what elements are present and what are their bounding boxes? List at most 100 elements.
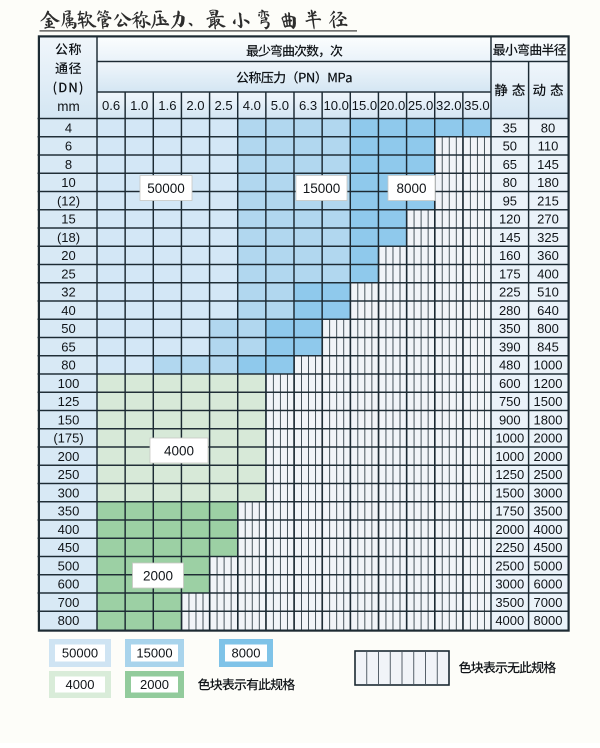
svg-text:(12): (12) <box>57 193 80 208</box>
svg-text:325: 325 <box>537 230 559 245</box>
svg-text:(175): (175) <box>53 431 83 446</box>
svg-text:(18): (18) <box>57 230 80 245</box>
svg-text:125: 125 <box>58 394 80 409</box>
svg-text:1750: 1750 <box>495 504 524 519</box>
svg-text:20: 20 <box>61 248 75 263</box>
svg-text:640: 640 <box>537 303 559 318</box>
svg-text:15000: 15000 <box>136 646 172 661</box>
svg-text:2500: 2500 <box>495 558 524 573</box>
svg-text:600: 600 <box>499 376 521 391</box>
svg-text:0.6: 0.6 <box>102 98 120 113</box>
svg-text:15.0: 15.0 <box>352 98 377 113</box>
svg-text:250: 250 <box>58 467 80 482</box>
svg-text:4000: 4000 <box>534 522 563 537</box>
svg-text:4.0: 4.0 <box>243 98 261 113</box>
svg-text:35.0: 35.0 <box>464 98 489 113</box>
svg-text:510: 510 <box>537 285 559 300</box>
svg-text:360: 360 <box>537 248 559 263</box>
svg-text:65: 65 <box>61 339 75 354</box>
svg-text:4000: 4000 <box>164 443 194 458</box>
svg-text:15000: 15000 <box>303 181 341 196</box>
svg-text:350: 350 <box>499 321 521 336</box>
svg-text:2000: 2000 <box>143 568 173 583</box>
svg-text:2000: 2000 <box>140 677 169 692</box>
svg-text:50: 50 <box>61 321 75 336</box>
svg-text:4500: 4500 <box>534 540 563 555</box>
svg-text:2000: 2000 <box>495 522 524 537</box>
svg-text:7000: 7000 <box>534 595 563 610</box>
svg-text:110: 110 <box>538 139 559 154</box>
svg-text:10: 10 <box>61 175 75 190</box>
svg-text:50000: 50000 <box>147 181 185 196</box>
svg-text:280: 280 <box>499 303 521 318</box>
svg-text:25: 25 <box>61 266 75 281</box>
svg-text:4: 4 <box>65 120 72 135</box>
svg-text:145: 145 <box>537 157 559 172</box>
svg-text:2000: 2000 <box>534 431 563 446</box>
svg-text:2250: 2250 <box>495 540 524 555</box>
svg-text:1500: 1500 <box>534 394 563 409</box>
svg-text:95: 95 <box>503 193 517 208</box>
svg-text:180: 180 <box>537 175 559 190</box>
svg-text:600: 600 <box>58 577 80 592</box>
svg-text:10.0: 10.0 <box>323 98 348 113</box>
svg-text:6.3: 6.3 <box>299 98 317 113</box>
svg-text:150: 150 <box>58 412 80 427</box>
svg-text:32: 32 <box>61 285 75 300</box>
svg-text:480: 480 <box>499 358 521 373</box>
svg-text:100: 100 <box>58 376 80 391</box>
svg-text:8: 8 <box>65 157 72 172</box>
svg-text:80: 80 <box>541 120 555 135</box>
svg-text:40: 40 <box>61 303 75 318</box>
svg-text:5.0: 5.0 <box>271 98 289 113</box>
svg-text:3500: 3500 <box>495 595 524 610</box>
svg-text:350: 350 <box>58 504 80 519</box>
svg-text:6: 6 <box>65 139 72 154</box>
svg-text:750: 750 <box>499 394 521 409</box>
svg-text:4000: 4000 <box>66 677 95 692</box>
svg-text:50: 50 <box>503 139 517 154</box>
svg-text:6000: 6000 <box>534 577 563 592</box>
svg-text:215: 215 <box>537 193 559 208</box>
svg-text:80: 80 <box>61 358 75 373</box>
svg-text:mm: mm <box>57 99 80 114</box>
svg-text:1000: 1000 <box>495 449 524 464</box>
svg-text:845: 845 <box>537 339 559 354</box>
svg-text:500: 500 <box>58 558 80 573</box>
svg-text:3500: 3500 <box>534 504 563 519</box>
svg-text:65: 65 <box>503 157 517 172</box>
svg-text:1200: 1200 <box>534 376 563 391</box>
svg-text:1000: 1000 <box>495 431 524 446</box>
svg-text:8000: 8000 <box>232 646 261 661</box>
svg-text:4000: 4000 <box>495 613 524 628</box>
svg-text:390: 390 <box>499 339 521 354</box>
svg-text:2.5: 2.5 <box>214 98 232 113</box>
svg-text:3000: 3000 <box>495 577 524 592</box>
svg-text:35: 35 <box>503 120 517 135</box>
svg-text:5000: 5000 <box>534 558 563 573</box>
svg-text:700: 700 <box>58 595 80 610</box>
svg-text:145: 145 <box>499 230 521 245</box>
svg-text:270: 270 <box>537 212 559 227</box>
svg-text:450: 450 <box>58 540 80 555</box>
svg-text:1000: 1000 <box>534 358 563 373</box>
svg-text:80: 80 <box>503 175 517 190</box>
svg-text:900: 900 <box>499 412 521 427</box>
svg-text:160: 160 <box>499 248 521 263</box>
svg-text:1250: 1250 <box>495 467 524 482</box>
svg-text:1.0: 1.0 <box>130 98 148 113</box>
svg-text:1800: 1800 <box>534 412 563 427</box>
svg-text:15: 15 <box>61 212 75 227</box>
svg-text:120: 120 <box>499 212 521 227</box>
svg-text:50000: 50000 <box>62 646 98 661</box>
svg-text:225: 225 <box>499 285 521 300</box>
svg-text:1500: 1500 <box>495 485 524 500</box>
svg-text:800: 800 <box>58 613 80 628</box>
svg-text:175: 175 <box>499 266 521 281</box>
svg-text:2000: 2000 <box>534 449 563 464</box>
svg-text:2500: 2500 <box>534 467 563 482</box>
svg-text:800: 800 <box>537 321 559 336</box>
svg-text:400: 400 <box>58 522 80 537</box>
svg-text:300: 300 <box>58 485 80 500</box>
svg-text:8000: 8000 <box>396 181 426 196</box>
